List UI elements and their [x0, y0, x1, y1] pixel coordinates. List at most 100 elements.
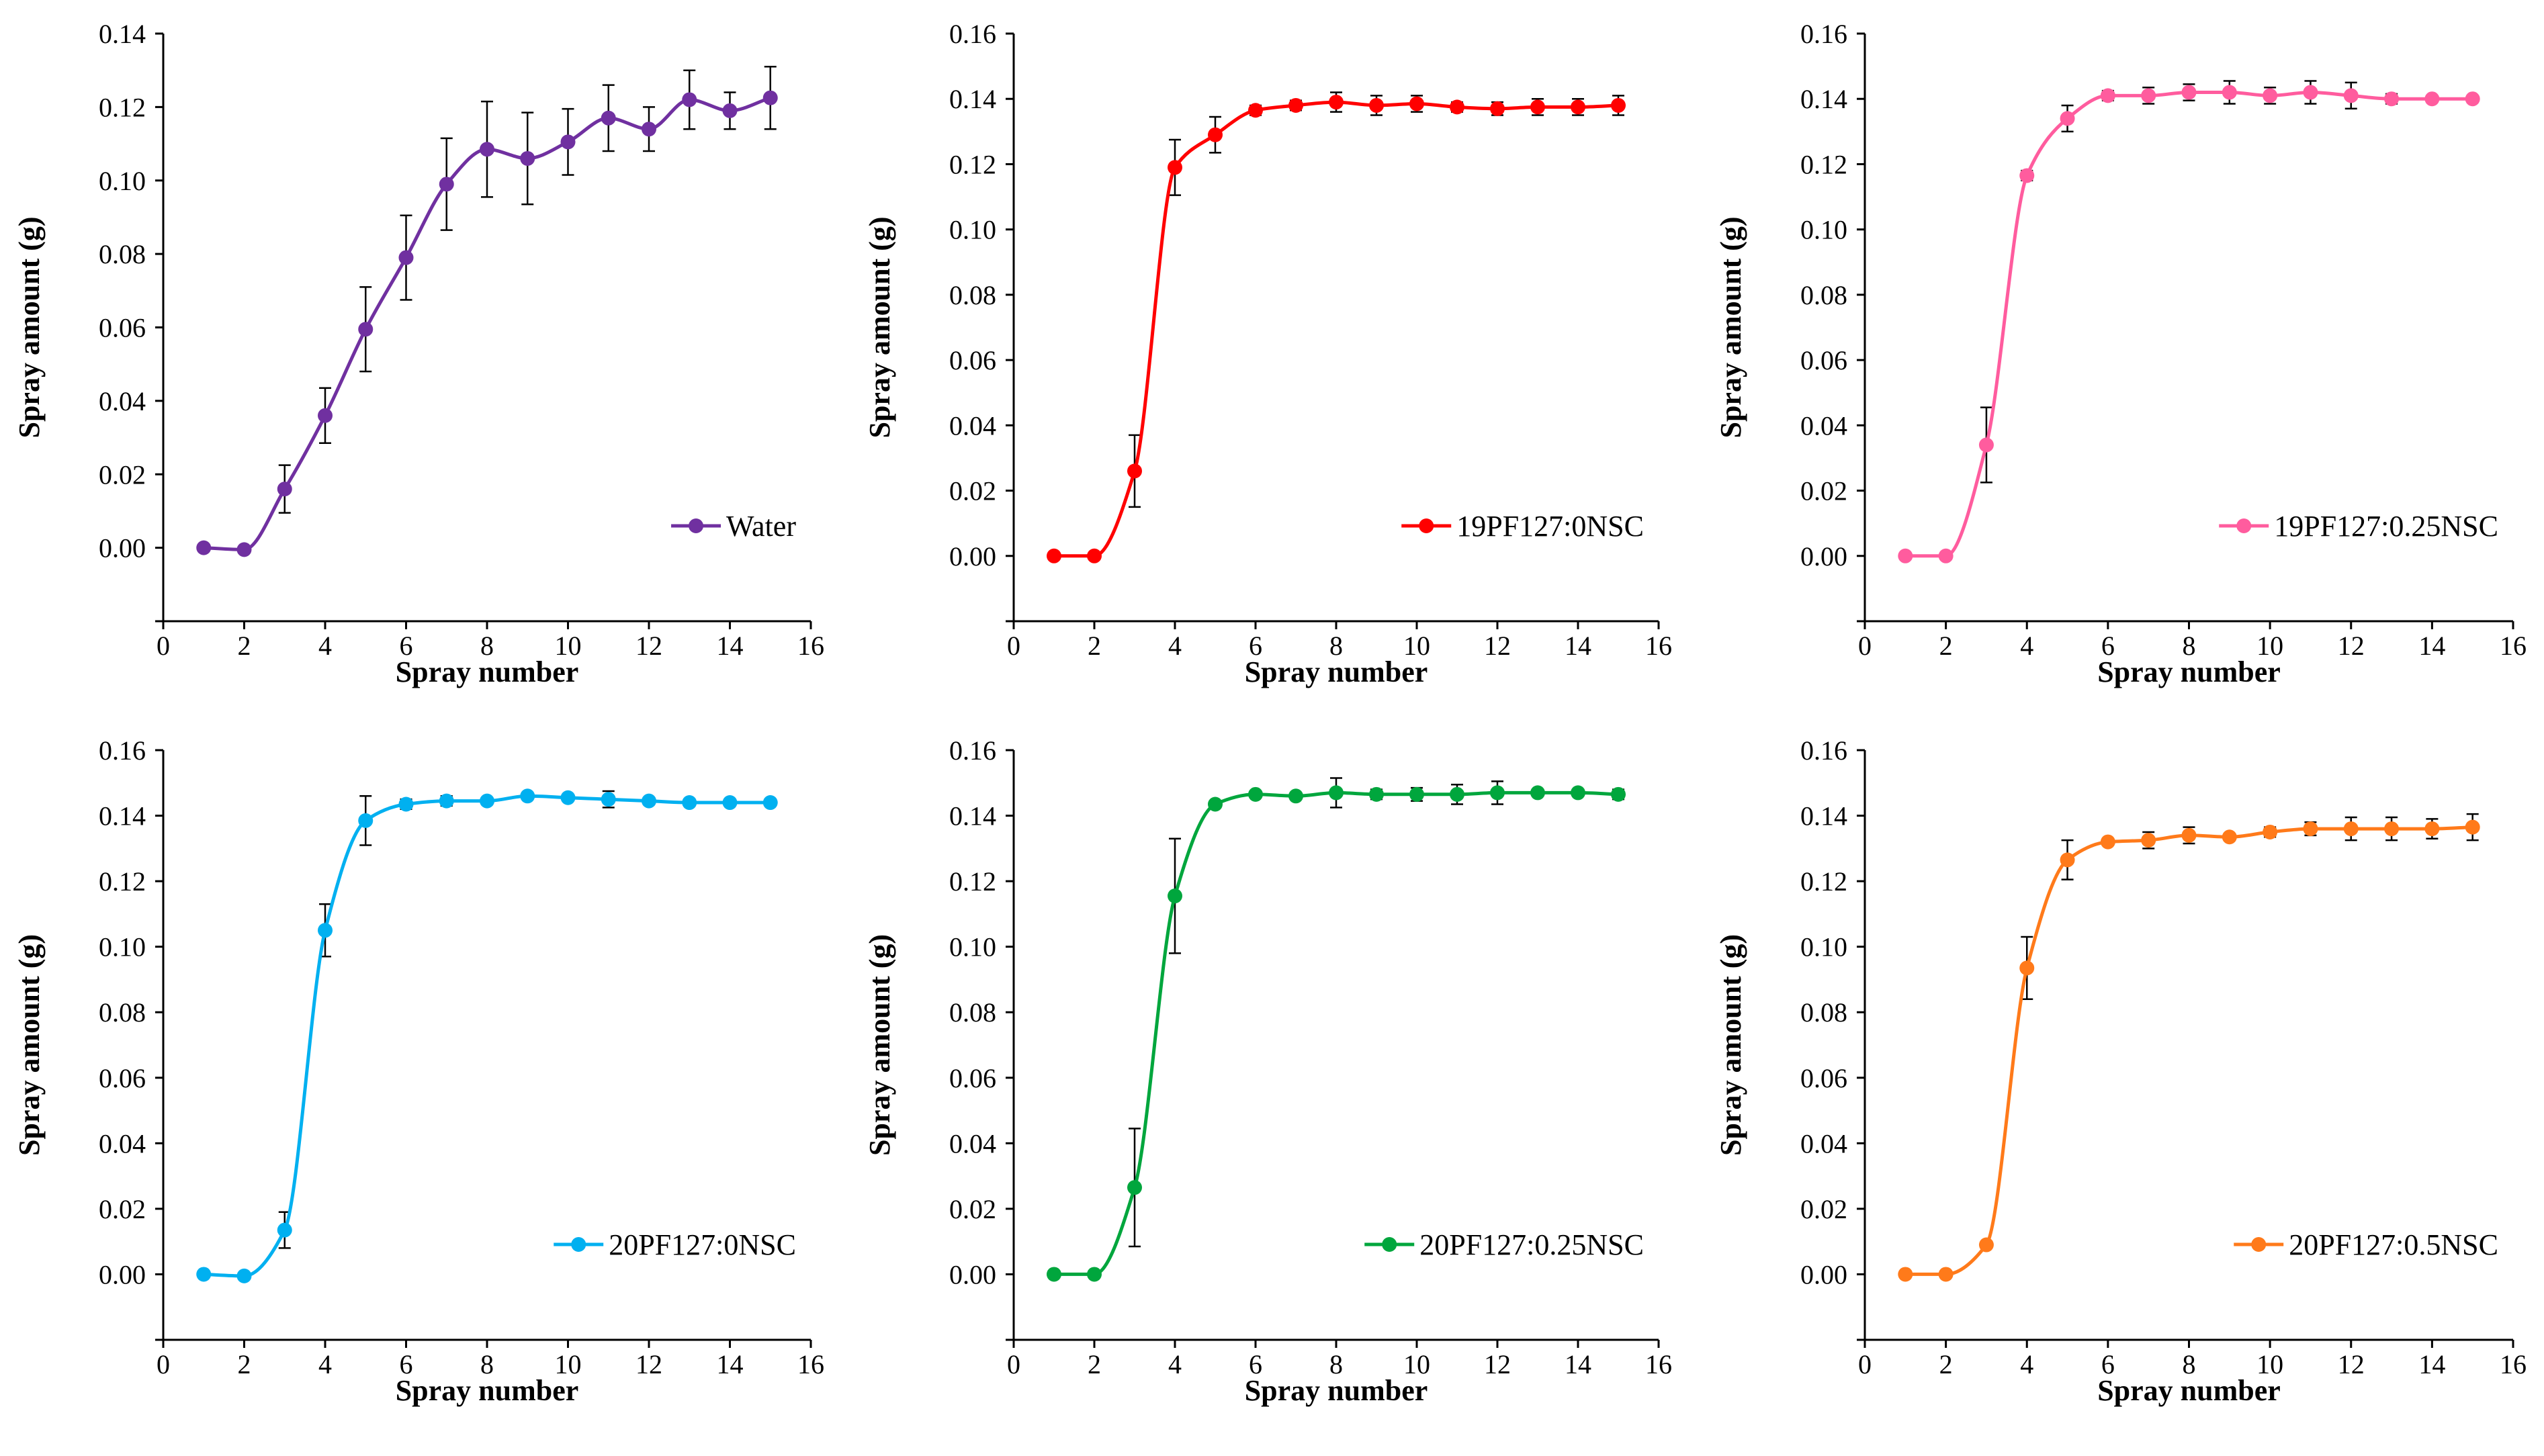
x-tick-label: 0: [1007, 1349, 1020, 1379]
data-point: [2141, 88, 2156, 103]
x-tick-label: 10: [2256, 1349, 2283, 1379]
data-point: [1938, 548, 1954, 563]
legend: 20PF127:0.25NSC: [1364, 1228, 1644, 1261]
y-tick-label: 0.06: [99, 1063, 146, 1093]
x-tick-label: 10: [555, 631, 582, 661]
y-tick-label: 0.16: [99, 735, 146, 766]
data-point: [2343, 88, 2359, 103]
y-tick-label: 0.14: [1800, 84, 1847, 114]
x-tick-label: 16: [797, 1349, 824, 1379]
y-tick-label: 0.04: [949, 1128, 996, 1158]
x-tick-label: 8: [480, 631, 494, 661]
x-tick-label: 4: [1168, 631, 1182, 661]
x-tick-label: 0: [1858, 1349, 1872, 1379]
data-point: [1208, 797, 1223, 812]
y-tick-label: 0.10: [99, 166, 146, 196]
data-point: [398, 797, 414, 812]
series-line: [1905, 825, 2473, 1276]
y-tick-label: 0.12: [99, 92, 146, 122]
y-tick-label: 0.14: [99, 19, 146, 49]
data-point: [1047, 1267, 1061, 1282]
y-tick-label: 0.02: [949, 476, 996, 506]
y-tick-label: 0.14: [1800, 801, 1847, 831]
x-axis-title: Spray number: [396, 1374, 579, 1407]
data-point: [722, 103, 738, 118]
x-tick-label: 10: [2256, 631, 2283, 661]
data-point: [2424, 821, 2440, 837]
y-tick-label: 0.06: [1800, 345, 1847, 375]
x-tick-label: 12: [2338, 1349, 2365, 1379]
x-tick-label: 4: [318, 1349, 332, 1379]
y-tick-label: 0.00: [1800, 541, 1847, 572]
x-tick-label: 6: [1249, 1349, 1262, 1379]
y-tick-label: 0.02: [1800, 476, 1847, 506]
y-tick-label: 0.02: [99, 1194, 146, 1224]
x-tick-label: 12: [635, 1349, 662, 1379]
x-tick-label: 10: [555, 1349, 582, 1379]
x-tick-label: 6: [2101, 631, 2115, 661]
data-point: [318, 923, 333, 938]
legend: Water: [671, 510, 796, 543]
y-tick-label: 0.04: [99, 386, 146, 416]
y-tick-label: 0.14: [949, 84, 996, 114]
data-point: [2222, 829, 2237, 845]
data-point: [1369, 97, 1384, 113]
data-point: [1490, 785, 1505, 801]
data-point: [2465, 91, 2480, 107]
data-point: [358, 322, 374, 337]
x-tick-label: 14: [1565, 1349, 1591, 1379]
y-tick-label: 0.00: [1800, 1259, 1847, 1289]
y-tick-label: 0.14: [949, 801, 996, 831]
x-tick-label: 6: [1249, 631, 1262, 661]
data-point: [196, 540, 212, 555]
x-tick-label: 8: [2183, 1349, 2196, 1379]
y-tick-label: 0.02: [1800, 1194, 1847, 1224]
chart-panel-2: 0.00 0.02 0.04 0.06 0.08 0.10 0.12 0.14 0.16 0 2 4 6…: [863, 19, 1672, 688]
data-point: [1288, 97, 1303, 113]
data-point: [439, 793, 454, 809]
x-tick-label: 2: [1939, 631, 1953, 661]
x-tick-label: 8: [1329, 631, 1343, 661]
data-point: [1409, 786, 1424, 802]
y-axis-title: Spray amount (g): [1714, 934, 1747, 1156]
legend-marker: [1382, 1237, 1397, 1252]
data-point: [1168, 160, 1182, 175]
data-point: [2141, 833, 2156, 848]
y-tick-label: 0.04: [1800, 1128, 1847, 1158]
x-tick-label: 2: [1088, 631, 1101, 661]
x-tick-label: 12: [2338, 631, 2365, 661]
data-point: [642, 793, 656, 809]
data-point: [2222, 85, 2237, 100]
data-point: [1087, 548, 1102, 563]
data-point: [762, 90, 778, 105]
legend-marker: [571, 1237, 586, 1252]
y-tick-label: 0.08: [949, 280, 996, 310]
data-point: [560, 790, 576, 805]
x-axis-title: Spray number: [1245, 1374, 1428, 1407]
data-point: [480, 142, 494, 157]
x-tick-label: 14: [2418, 1349, 2445, 1379]
data-point: [1248, 786, 1263, 802]
data-point: [1329, 95, 1344, 110]
data-point: [358, 813, 374, 828]
legend: 19PF127:0.25NSC: [2219, 510, 2498, 543]
data-point: [1409, 96, 1424, 111]
x-tick-label: 16: [2500, 1349, 2527, 1379]
data-point: [2060, 852, 2075, 868]
x-axis-title: Spray number: [1245, 655, 1428, 688]
legend-label: 19PF127:0NSC: [1456, 510, 1644, 543]
x-tick-label: 12: [1484, 1349, 1511, 1379]
x-tick-label: 8: [1329, 1349, 1343, 1379]
x-tick-label: 8: [480, 1349, 494, 1379]
data-point: [601, 792, 616, 807]
legend-label: Water: [726, 510, 796, 543]
x-tick-label: 10: [1403, 631, 1430, 661]
x-tick-label: 4: [2020, 1349, 2033, 1379]
data-point: [2384, 821, 2400, 837]
series-line: [1054, 100, 1619, 558]
y-tick-label: 0.08: [1800, 280, 1847, 310]
data-point: [196, 1267, 212, 1282]
y-axis-title: Spray amount (g): [863, 216, 896, 438]
y-tick-label: 0.00: [99, 1259, 146, 1289]
data-point: [1978, 437, 1994, 453]
